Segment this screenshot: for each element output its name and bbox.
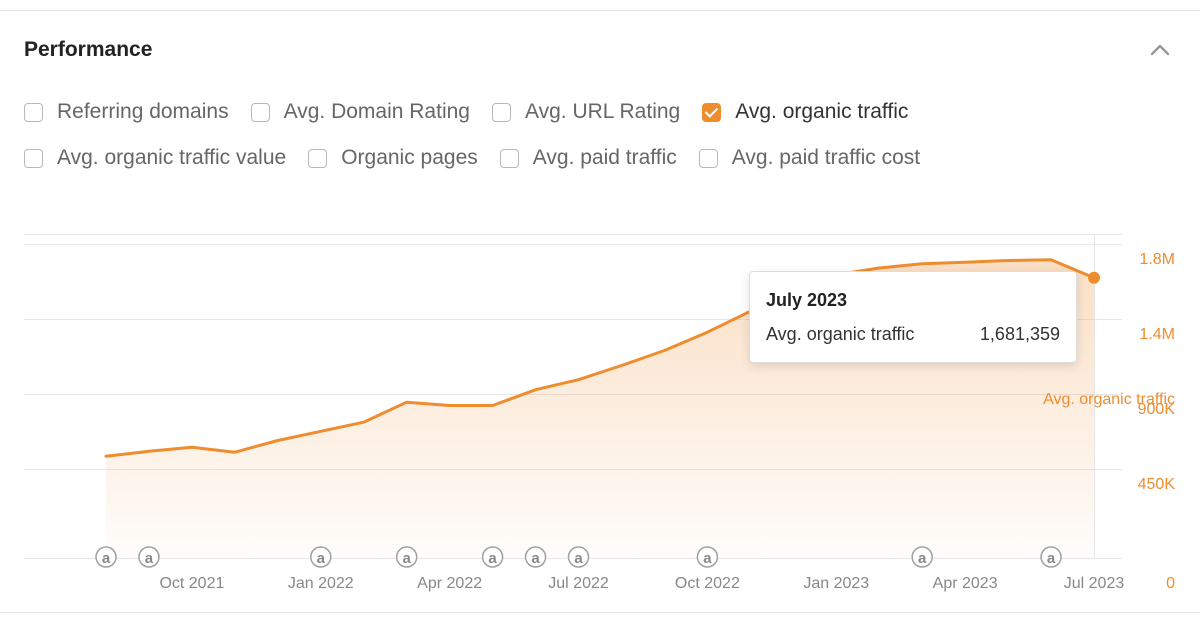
annotation-letter: a: [488, 550, 497, 567]
annotation-circle: [567, 546, 590, 568]
x-tick-label: Oct 2021: [159, 575, 224, 592]
metric-label: Organic pages: [341, 146, 478, 169]
annotation-marker[interactable]: a: [911, 546, 933, 568]
metric-organic-pages[interactable]: Organic pages: [308, 146, 478, 170]
annotation-marker[interactable]: a: [524, 546, 547, 568]
annotation-letter: a: [531, 550, 540, 567]
metric-label: Avg. organic traffic: [735, 100, 909, 123]
annotation-letter: a: [145, 550, 154, 567]
panel-title: Performance: [24, 38, 153, 61]
annotation-marker[interactable]: a: [696, 546, 719, 568]
y-tick-label: 450K: [1138, 476, 1176, 493]
annotation-letter: a: [703, 550, 712, 567]
x-tick-label: Jul 2022: [548, 575, 609, 592]
traffic-chart[interactable]: a a a a a a a a a a Oct 2021 Jan 2022 Apr 2022 Jul 2…: [0, 190, 1200, 610]
metric-selector: Referring domains Avg. Domain Rating Avg…: [24, 96, 1024, 188]
annotation-circle: [911, 546, 933, 568]
y-tick-label: 0: [1166, 575, 1175, 592]
x-tick-label: Jul 2023: [1064, 575, 1125, 592]
top-divider: [0, 10, 1200, 11]
y-tick-label: 1.4M: [1139, 326, 1175, 343]
metric-avg-organic-traffic[interactable]: Avg. organic traffic: [702, 100, 908, 124]
y-tick-label: 1.8M: [1139, 251, 1175, 268]
checkbox[interactable]: [491, 102, 511, 122]
checkbox[interactable]: [308, 148, 328, 168]
metric-label: Avg. URL Rating: [524, 100, 681, 123]
series-line: [104, 258, 1096, 458]
annotation-marker[interactable]: a: [1040, 546, 1062, 568]
checkbox[interactable]: [702, 102, 722, 122]
tooltip-title: July 2023: [766, 290, 848, 310]
annotation-circle: [138, 546, 160, 568]
annotation-marker[interactable]: a: [395, 546, 418, 568]
x-tick-label: Apr 2023: [933, 575, 998, 592]
metric-referring-domains[interactable]: Referring domains: [24, 100, 229, 124]
checkbox[interactable]: [24, 102, 43, 122]
tooltip-row: Avg. organic traffic 1,681,359: [766, 324, 1060, 345]
x-tick-label: Apr 2022: [417, 575, 482, 592]
metric-avg-paid-traffic-cost[interactable]: Avg. paid traffic cost: [698, 146, 921, 170]
annotation-letter: a: [918, 550, 927, 567]
checkbox[interactable]: [499, 148, 519, 168]
annotation-letter: a: [102, 550, 111, 567]
highlight-point: [1088, 271, 1100, 284]
annotation-circle: [95, 546, 117, 568]
annotation-letter: a: [317, 550, 326, 567]
annotation-circle: [481, 546, 504, 568]
tooltip-value: 1,681,359: [979, 324, 1060, 344]
metric-row-1: Referring domains Avg. Domain Rating Avg…: [24, 96, 1024, 128]
metric-avg-url-rating[interactable]: Avg. URL Rating: [491, 100, 681, 124]
metric-label: Avg. Domain Rating: [283, 100, 470, 123]
y-tick-label: 900K: [1138, 401, 1176, 418]
metric-label: Avg. organic traffic value: [57, 146, 287, 169]
annotation-marker[interactable]: a: [138, 546, 160, 568]
metric-label: Avg. paid traffic: [532, 146, 677, 169]
annotation-letter: a: [1047, 550, 1056, 567]
x-tick-label: Oct 2022: [675, 575, 740, 592]
metric-avg-domain-rating[interactable]: Avg. Domain Rating: [250, 100, 470, 124]
checkbox[interactable]: [698, 148, 718, 168]
metric-label: Referring domains: [57, 100, 229, 123]
annotation-circle: [696, 546, 719, 568]
annotation-marker[interactable]: a: [567, 546, 590, 568]
annotation-circle: [1040, 546, 1062, 568]
y-axis-label: Avg. organic traffic: [1043, 391, 1175, 408]
chevron-up-icon[interactable]: [1146, 36, 1174, 64]
annotation-marker[interactable]: a: [310, 546, 332, 568]
annotation-marker[interactable]: a: [95, 546, 117, 568]
metric-row-2: Avg. organic traffic value Organic pages…: [24, 142, 1024, 174]
metric-label: Avg. paid traffic cost: [731, 146, 921, 169]
annotation-circle: [310, 546, 332, 568]
annotation-circle: [395, 546, 418, 568]
annotation-marker[interactable]: a: [481, 546, 504, 568]
annotation-letter: a: [574, 550, 583, 567]
annotation-letter: a: [403, 550, 412, 567]
annotation-circle: [524, 546, 547, 568]
metric-avg-paid-traffic[interactable]: Avg. paid traffic: [499, 146, 677, 170]
checkbox[interactable]: [24, 148, 43, 168]
x-tick-label: Jan 2023: [803, 575, 869, 592]
chart-tooltip: July 2023 Avg. organic traffic 1,681,359: [749, 271, 1077, 363]
metric-avg-organic-traffic-value[interactable]: Avg. organic traffic value: [24, 146, 286, 170]
bottom-divider: [0, 612, 1200, 613]
x-tick-label: Jan 2022: [288, 575, 354, 592]
tooltip-label: Avg. organic traffic: [766, 324, 915, 344]
checkbox[interactable]: [250, 102, 270, 122]
